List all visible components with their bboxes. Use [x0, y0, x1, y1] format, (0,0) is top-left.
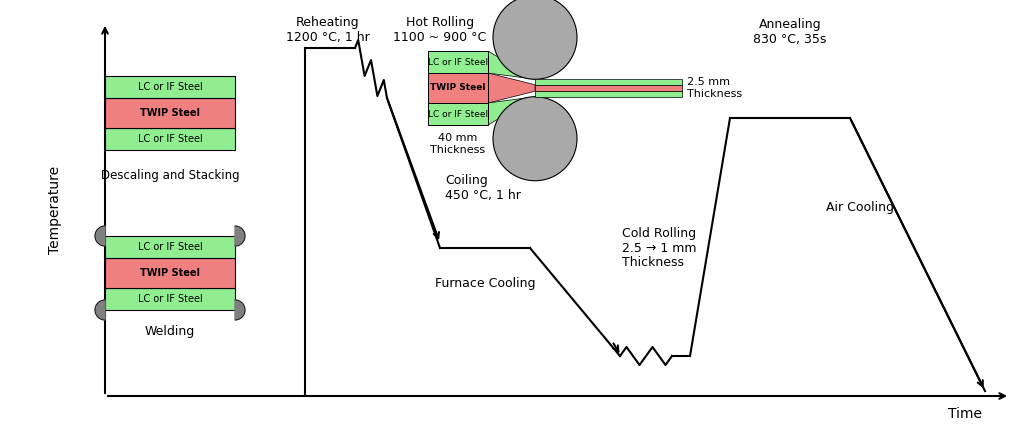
- Text: 2.5 mm
Thickness: 2.5 mm Thickness: [687, 77, 742, 99]
- Circle shape: [493, 0, 577, 79]
- Text: LC or IF Steel: LC or IF Steel: [428, 110, 488, 119]
- Text: Annealing
830 °C, 35s: Annealing 830 °C, 35s: [754, 18, 826, 46]
- Bar: [105, 288, 234, 310]
- Bar: [535, 85, 682, 91]
- Polygon shape: [488, 51, 535, 79]
- Text: Air Cooling: Air Cooling: [826, 202, 894, 214]
- Text: TWIP Steel: TWIP Steel: [140, 268, 200, 278]
- Text: Temperature: Temperature: [48, 166, 62, 253]
- Text: LC or IF Steel: LC or IF Steel: [137, 242, 203, 252]
- Text: TWIP Steel: TWIP Steel: [140, 108, 200, 118]
- Text: LC or IF Steel: LC or IF Steel: [428, 57, 488, 66]
- Text: Time: Time: [948, 407, 982, 421]
- Text: Hot Rolling
1100 ~ 900 °C: Hot Rolling 1100 ~ 900 °C: [393, 16, 486, 44]
- Text: TWIP Steel: TWIP Steel: [430, 83, 485, 92]
- Polygon shape: [488, 73, 535, 103]
- Text: Coiling
450 °C, 1 hr: Coiling 450 °C, 1 hr: [445, 174, 521, 202]
- Bar: [105, 236, 234, 258]
- Bar: [428, 73, 488, 103]
- Circle shape: [493, 97, 577, 181]
- Bar: [535, 91, 682, 97]
- Text: Welding: Welding: [144, 326, 196, 339]
- Text: Descaling and Stacking: Descaling and Stacking: [100, 169, 240, 181]
- Bar: [105, 128, 234, 150]
- Bar: [428, 51, 488, 73]
- Text: LC or IF Steel: LC or IF Steel: [137, 82, 203, 92]
- Text: Cold Rolling
2.5 → 1 mm
Thickness: Cold Rolling 2.5 → 1 mm Thickness: [622, 226, 696, 270]
- Bar: [105, 98, 234, 128]
- Polygon shape: [234, 300, 245, 320]
- Text: LC or IF Steel: LC or IF Steel: [137, 294, 203, 304]
- Bar: [105, 258, 234, 288]
- Text: Reheating
1200 °C, 1 hr: Reheating 1200 °C, 1 hr: [286, 16, 370, 44]
- Bar: [535, 79, 682, 85]
- Bar: [428, 103, 488, 125]
- Bar: [105, 76, 234, 98]
- Text: Furnace Cooling: Furnace Cooling: [435, 276, 536, 289]
- Polygon shape: [95, 226, 105, 246]
- Polygon shape: [95, 300, 105, 320]
- Polygon shape: [234, 226, 245, 246]
- Text: 40 mm
Thickness: 40 mm Thickness: [430, 133, 485, 155]
- Text: LC or IF Steel: LC or IF Steel: [137, 134, 203, 144]
- Polygon shape: [488, 97, 535, 125]
